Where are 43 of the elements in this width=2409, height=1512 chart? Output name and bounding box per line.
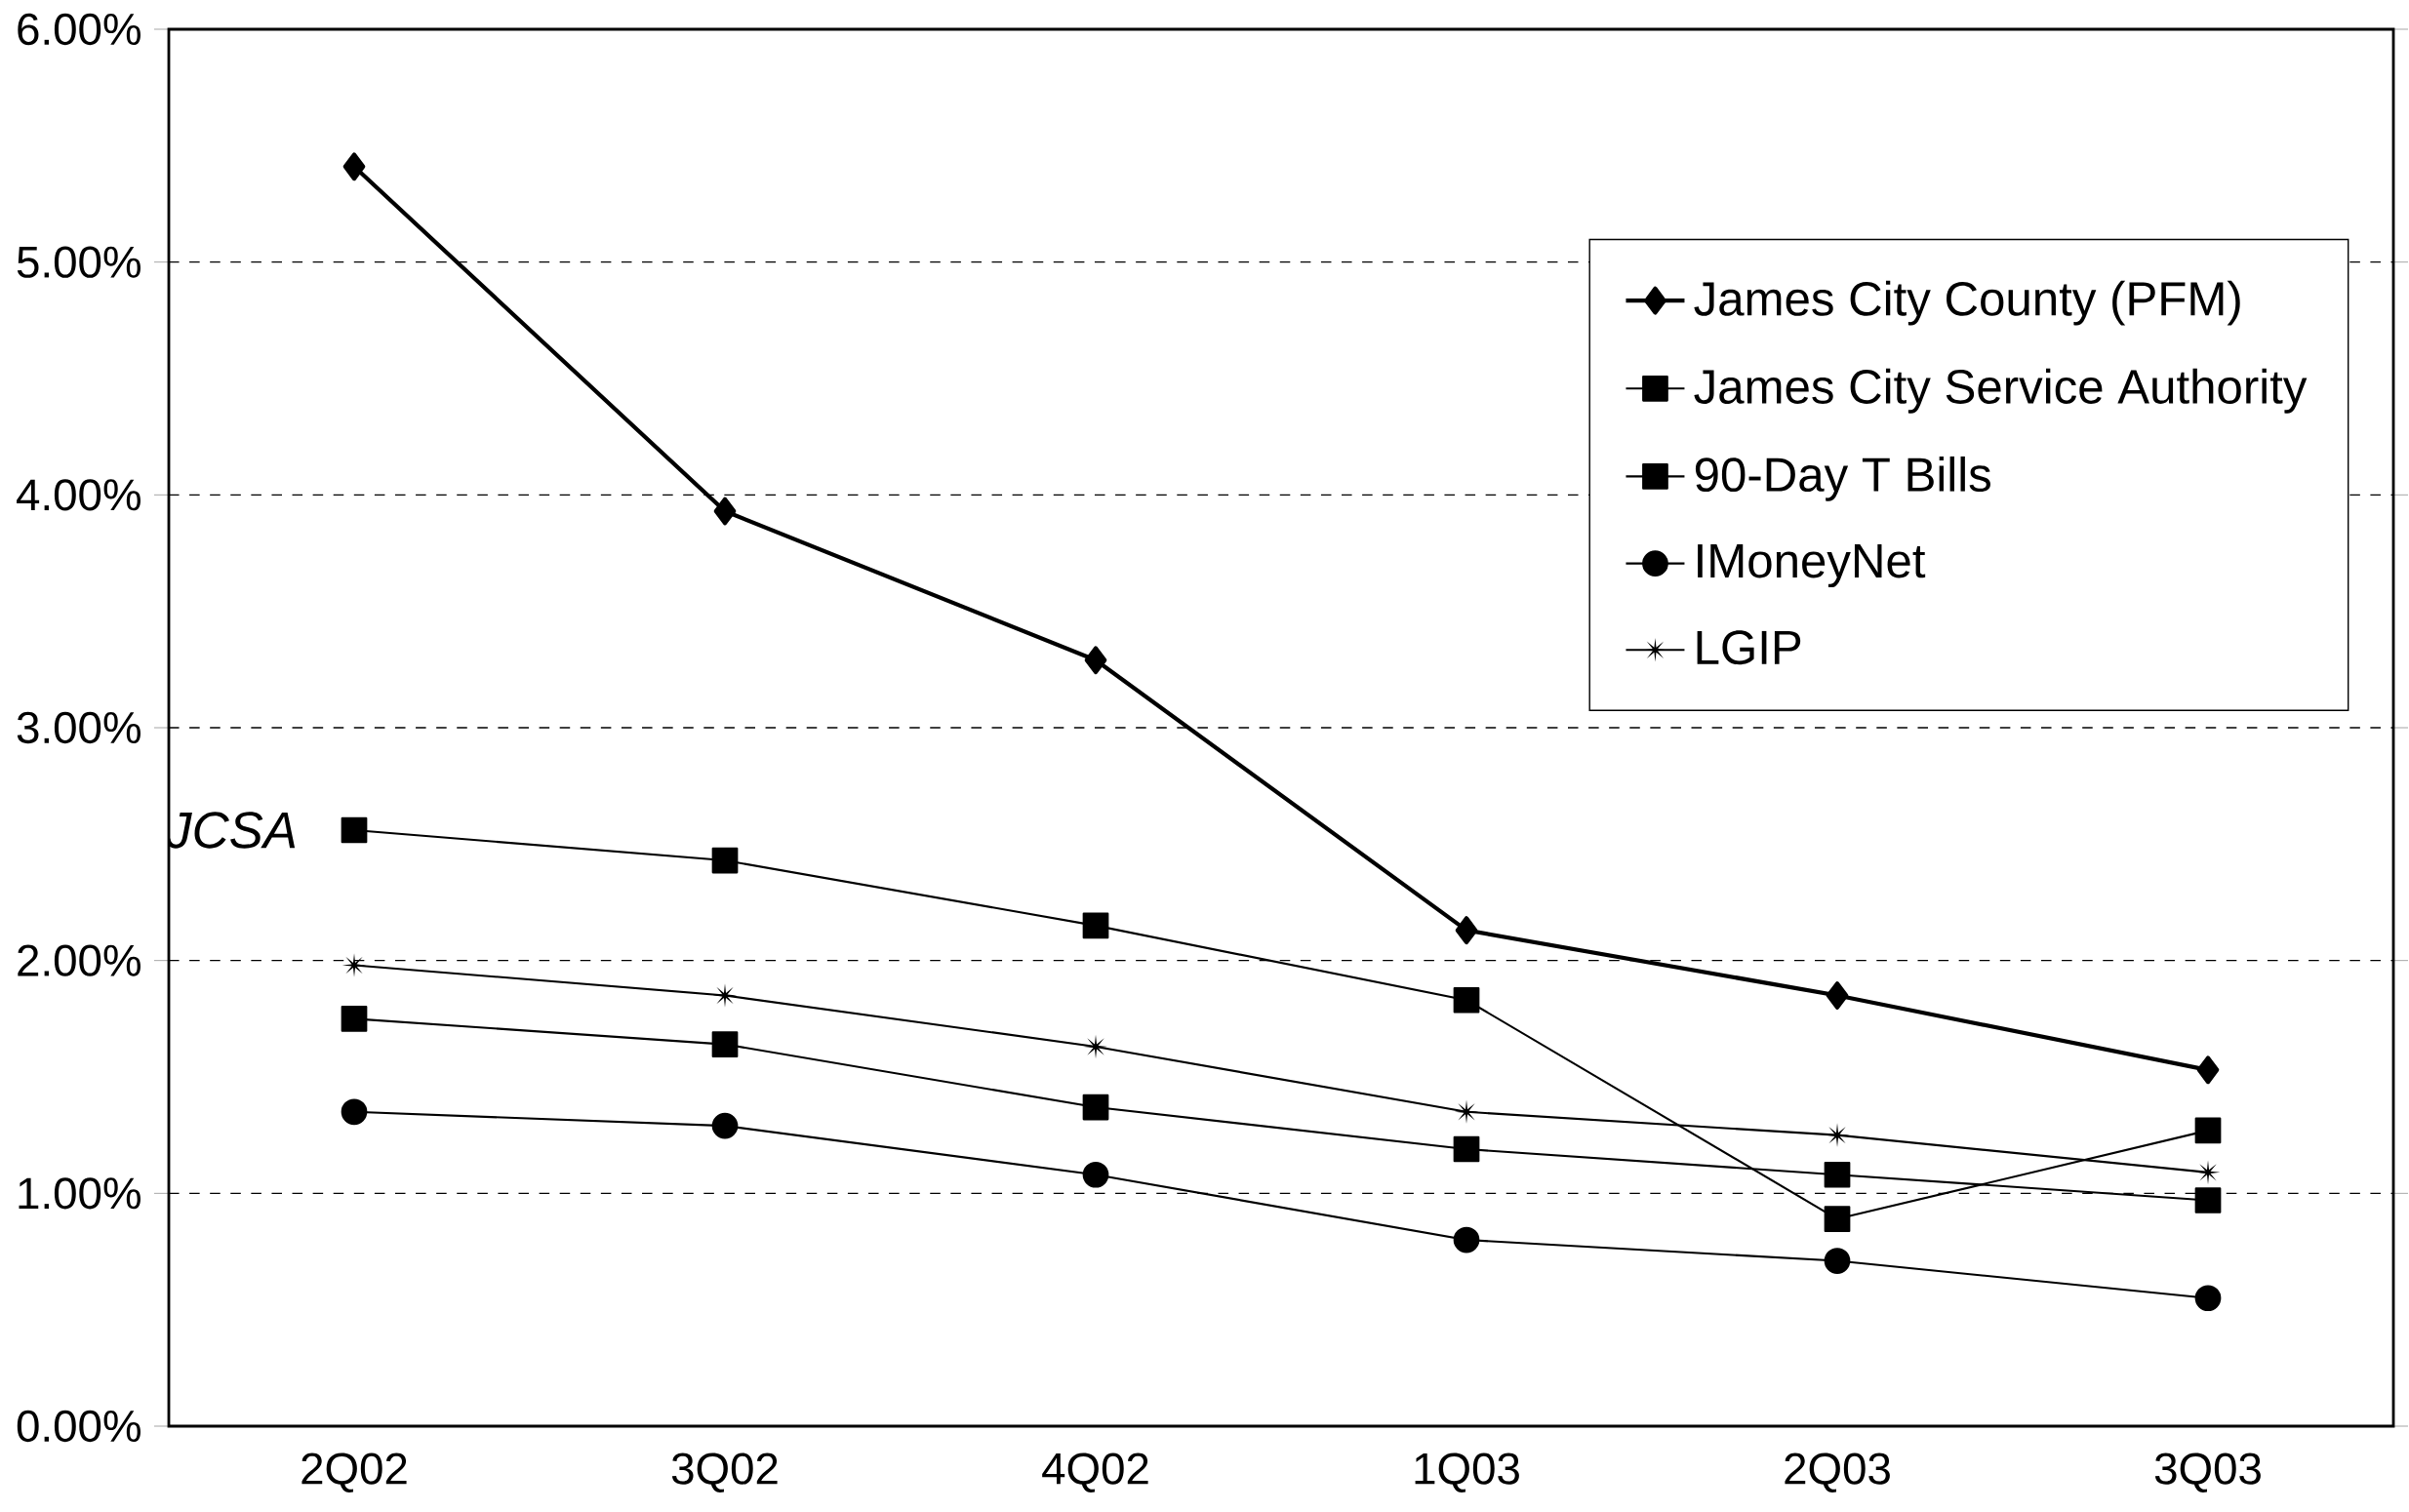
legend-label: 90-Day T Bills: [1695, 456, 1990, 501]
y-tick-label: 1.00%: [19, 1177, 141, 1210]
point: [711, 847, 739, 874]
point: [1082, 1094, 1109, 1121]
point: [342, 152, 366, 181]
point: [2196, 1055, 2220, 1085]
point: [1824, 1206, 1851, 1232]
y-tick-label: 6.00%: [18, 13, 141, 46]
x-tick-label: 3Q02: [671, 1452, 778, 1492]
legend-label: IMoneyNet: [1698, 544, 1926, 588]
legend-label: James City County (PFM): [1694, 280, 2240, 326]
point: [2194, 1187, 2222, 1214]
y-tick-label: 0.00%: [17, 1410, 141, 1443]
point: [1453, 1135, 1480, 1163]
legend-label: LGIP: [1697, 630, 1801, 665]
y-tick-label: 2.00%: [18, 944, 141, 976]
point: [1824, 1248, 1851, 1274]
legend-label: James City Service Authority: [1694, 368, 2308, 414]
x-tick-label: 4Q02: [1042, 1452, 1148, 1492]
annotation: JCSA: [166, 812, 296, 849]
x-tick-label: 1Q03: [1415, 1452, 1519, 1492]
point: [1082, 912, 1109, 939]
point: [711, 1112, 739, 1139]
point: [1084, 646, 1107, 675]
y-tick-label: 4.00%: [17, 479, 141, 511]
point: [713, 497, 737, 526]
x-tick-label: 3Q03: [2154, 1452, 2261, 1492]
point: [341, 1005, 368, 1032]
x-tick-label: 2Q03: [1785, 1452, 1890, 1492]
y-tick-label: 3.00%: [17, 711, 141, 744]
point: [711, 1031, 739, 1057]
point: [2194, 1285, 2222, 1312]
point: [1082, 1161, 1109, 1188]
point: [2194, 1117, 2222, 1144]
point: [1824, 1161, 1851, 1188]
point: [1455, 916, 1478, 945]
point: [1453, 1226, 1480, 1253]
point: [341, 816, 368, 844]
point: [1826, 981, 1849, 1010]
x-tick-label: 2Q02: [301, 1452, 407, 1492]
point: [341, 1098, 368, 1126]
point: [1453, 986, 1480, 1014]
y-tick-label: 5.00%: [17, 246, 141, 278]
